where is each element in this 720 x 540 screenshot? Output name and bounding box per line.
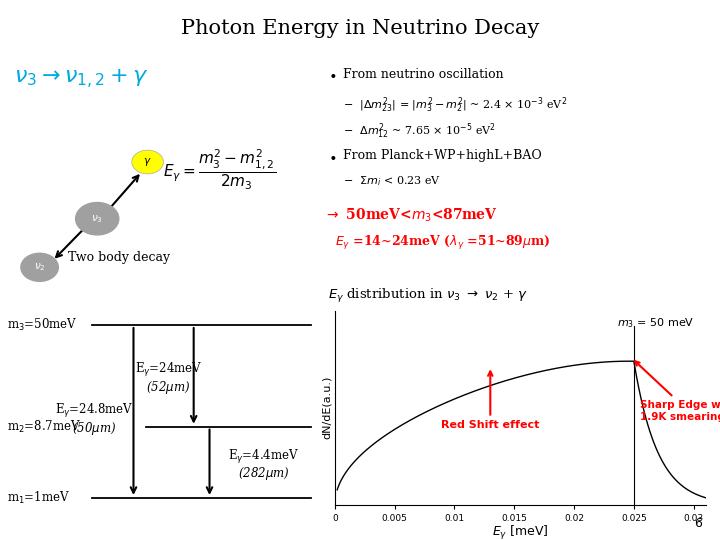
Text: (52$\mu$m): (52$\mu$m) bbox=[146, 379, 191, 396]
Text: $E_\gamma = \dfrac{m_3^2 - m_{1,2}^2}{2m_3}$: $E_\gamma = \dfrac{m_3^2 - m_{1,2}^2}{2m… bbox=[163, 148, 276, 192]
Text: $m_3$ = 50 meV: $m_3$ = 50 meV bbox=[617, 316, 695, 330]
Text: m$_3$=50meV: m$_3$=50meV bbox=[6, 317, 77, 333]
Text: $\nu_3 \rightarrow \nu_{1,2} + \gamma$: $\nu_3 \rightarrow \nu_{1,2} + \gamma$ bbox=[14, 68, 149, 91]
Text: E$_\gamma$=24meV: E$_\gamma$=24meV bbox=[135, 361, 202, 380]
Text: $\rightarrow$ 50meV<$m_3$<87meV: $\rightarrow$ 50meV<$m_3$<87meV bbox=[324, 207, 498, 224]
X-axis label: $E_\gamma$ [meV]: $E_\gamma$ [meV] bbox=[492, 524, 549, 540]
Text: Red Shift effect: Red Shift effect bbox=[441, 372, 539, 430]
Circle shape bbox=[21, 253, 58, 281]
Text: $\gamma$: $\gamma$ bbox=[143, 156, 152, 168]
Text: Sharp Edge with
1.9K smearing: Sharp Edge with 1.9K smearing bbox=[635, 361, 720, 422]
Circle shape bbox=[76, 202, 119, 235]
Text: $\nu_3$: $\nu_3$ bbox=[91, 213, 103, 225]
Circle shape bbox=[132, 150, 163, 174]
Text: E$_\gamma$=24.8meV: E$_\gamma$=24.8meV bbox=[55, 402, 133, 421]
Text: (282$\mu$m): (282$\mu$m) bbox=[238, 464, 289, 482]
Text: m$_1$=1meV: m$_1$=1meV bbox=[6, 490, 70, 506]
Text: From neutrino oscillation: From neutrino oscillation bbox=[343, 68, 504, 80]
Text: From Planck+WP+highL+BAO: From Planck+WP+highL+BAO bbox=[343, 148, 542, 161]
Text: $\bullet$: $\bullet$ bbox=[328, 68, 336, 82]
Text: $E_\gamma$ distribution in $\nu_3$ $\rightarrow$ $\nu_2$ + $\gamma$: $E_\gamma$ distribution in $\nu_3$ $\rig… bbox=[328, 287, 528, 305]
Y-axis label: dN/dE(a.u.): dN/dE(a.u.) bbox=[322, 376, 332, 440]
Text: $-$  $\Sigma m_i$ < 0.23 eV: $-$ $\Sigma m_i$ < 0.23 eV bbox=[343, 174, 441, 188]
Text: m$_2$=8.7meV: m$_2$=8.7meV bbox=[6, 418, 81, 435]
Text: E$_\gamma$=4.4meV: E$_\gamma$=4.4meV bbox=[228, 448, 299, 466]
Text: $-$  $\Delta m^2_{12}$ ~ 7.65 $\times$ 10$^{-5}$ eV$^2$: $-$ $\Delta m^2_{12}$ ~ 7.65 $\times$ 10… bbox=[343, 121, 497, 140]
Text: Two body decay: Two body decay bbox=[68, 251, 170, 264]
Text: $E_\gamma$ =14~24meV ($\lambda_\gamma$ =51~89$\mu$m): $E_\gamma$ =14~24meV ($\lambda_\gamma$ =… bbox=[335, 234, 550, 252]
Text: $-$  $|\Delta m^2_{23}|$ = $|m^2_3 - m^2_2|$ ~ 2.4 $\times$ 10$^{-3}$ eV$^2$: $-$ $|\Delta m^2_{23}|$ = $|m^2_3 - m^2_… bbox=[343, 95, 567, 114]
Text: (50$\mu$m): (50$\mu$m) bbox=[72, 420, 116, 437]
Text: Photon Energy in Neutrino Decay: Photon Energy in Neutrino Decay bbox=[181, 19, 539, 38]
Text: $\bullet$: $\bullet$ bbox=[328, 148, 336, 163]
Text: 6: 6 bbox=[694, 517, 702, 530]
Text: $\nu_2$: $\nu_2$ bbox=[34, 261, 45, 273]
